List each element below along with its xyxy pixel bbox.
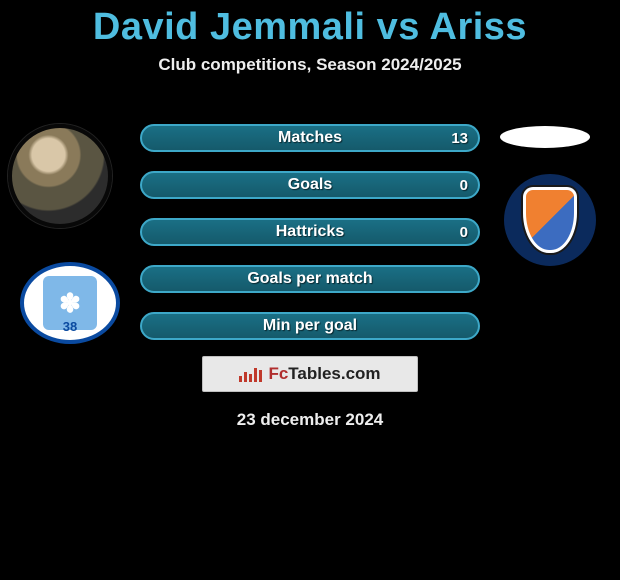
stat-label: Matches	[142, 129, 478, 147]
bars-icon	[239, 366, 262, 382]
club-badge-left: ✽ 38	[20, 262, 120, 344]
stat-value-right: 13	[451, 130, 468, 147]
club-badge-right	[500, 170, 600, 270]
stat-row: Goals 0	[140, 171, 480, 199]
comparison-card: David Jemmali vs Ariss Club competitions…	[0, 0, 620, 580]
brand-suffix: Tables.com	[288, 364, 380, 383]
stat-row: Min per goal	[140, 312, 480, 340]
stat-value-right: 0	[460, 224, 468, 241]
date-label: 23 december 2024	[0, 410, 620, 430]
stat-label: Min per goal	[142, 317, 478, 335]
stats-list: Matches 13 Goals 0 Hattricks 0 Goals per…	[140, 124, 480, 359]
stat-label: Goals	[142, 176, 478, 194]
stat-value-right: 0	[460, 177, 468, 194]
brand-text: FcTables.com	[268, 364, 380, 384]
brand-link[interactable]: FcTables.com	[202, 356, 418, 392]
shield-icon	[523, 187, 577, 253]
club-left-number: 38	[63, 319, 77, 334]
page-title: David Jemmali vs Ariss	[0, 0, 620, 49]
page-subtitle: Club competitions, Season 2024/2025	[0, 55, 620, 75]
stat-label: Goals per match	[142, 270, 478, 288]
stat-row: Goals per match	[140, 265, 480, 293]
stat-row: Matches 13	[140, 124, 480, 152]
player-avatar-left	[8, 124, 112, 228]
stat-label: Hattricks	[142, 223, 478, 241]
brand-prefix: Fc	[268, 364, 288, 383]
stat-row: Hattricks 0	[140, 218, 480, 246]
player-avatar-right	[500, 126, 590, 148]
